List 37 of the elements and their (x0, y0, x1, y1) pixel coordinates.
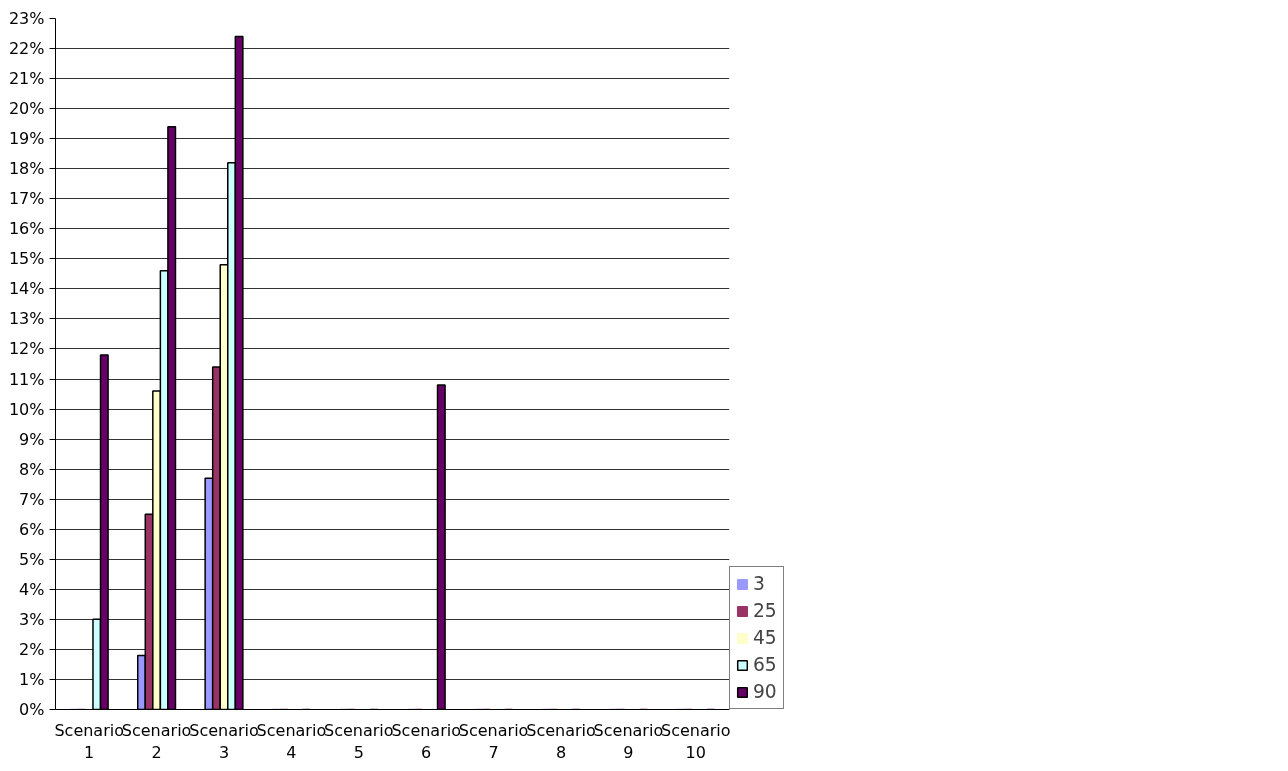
y-tick-label: 12% (8, 339, 45, 359)
y-tick-label: 11% (8, 369, 45, 389)
y-tick-label: 13% (8, 309, 45, 329)
legend-label: 65 (753, 654, 777, 675)
y-tick-label: 14% (8, 279, 45, 299)
y-tick-label: 23% (8, 9, 45, 28)
legend-label: 25 (753, 600, 777, 621)
x-tick-label: Scenario 1 (54, 720, 124, 763)
x-tick-label: Scenario 6 (391, 720, 461, 763)
y-tick-label: 6% (19, 519, 45, 539)
x-tick-label: Scenario 3 (189, 720, 259, 763)
y-tick-label: 4% (19, 579, 45, 599)
y-tick-label: 20% (8, 99, 45, 119)
y-tick-label: 0% (19, 700, 45, 719)
x-tick-label: Scenario 4 (256, 720, 327, 763)
x-tick-label: Scenario 10 (661, 720, 731, 763)
y-tick-label: 8% (19, 459, 45, 479)
y-tick-label: 7% (19, 489, 45, 509)
legend-label: 45 (753, 627, 777, 648)
y-tick-label: 15% (8, 249, 45, 269)
y-tick-label: 10% (8, 399, 45, 419)
y-tick-label: 1% (19, 669, 45, 689)
y-tick-label: 16% (8, 219, 45, 239)
y-tick-label: 18% (8, 159, 45, 179)
y-tick-label: 5% (19, 549, 45, 569)
x-tick-label: Scenario 8 (526, 720, 596, 763)
y-tick-label: 21% (8, 69, 45, 89)
y-tick-label: 22% (8, 39, 45, 59)
y-tick-label: 3% (19, 609, 45, 629)
y-tick-label: 2% (19, 639, 45, 659)
x-tick-label: Scenario 9 (593, 720, 664, 763)
y-tick-label: 17% (8, 189, 45, 209)
legend-label: 90 (753, 681, 777, 702)
legend-label: 3 (753, 573, 766, 594)
y-tick-label: 9% (19, 429, 45, 449)
y-tick-label: 19% (8, 129, 45, 149)
x-tick-label: Scenario 5 (324, 720, 394, 763)
